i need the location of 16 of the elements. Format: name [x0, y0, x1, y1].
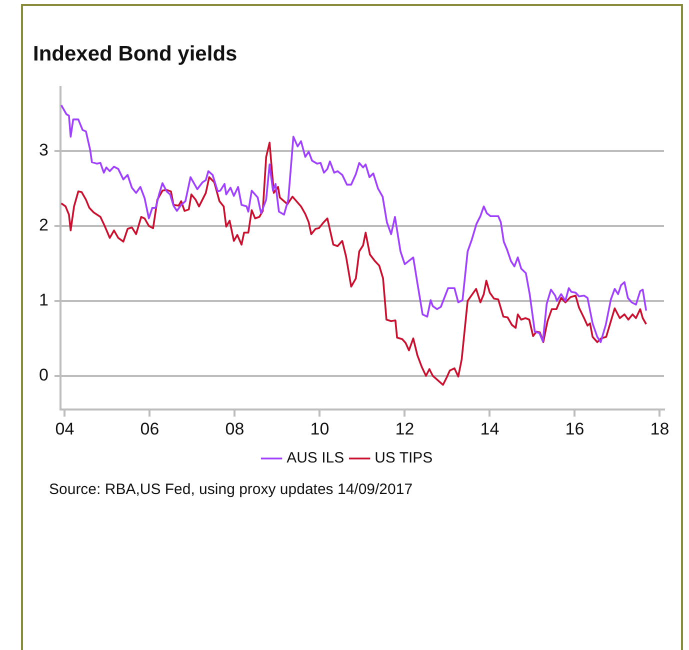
- x-tick-label: 10: [310, 419, 330, 438]
- y-tick-label: 3: [38, 140, 48, 160]
- chart-title: Indexed Bond yields: [33, 42, 238, 66]
- x-tick-label: 04: [55, 419, 74, 438]
- x-tick-label: 16: [565, 419, 584, 438]
- y-tick-label: 1: [38, 290, 48, 310]
- x-tick-label: 14: [480, 419, 500, 438]
- x-tick-label: 08: [225, 419, 244, 438]
- y-tick-label: 2: [38, 216, 48, 235]
- x-tick-label: 18: [650, 419, 670, 438]
- legend-label: US TIPS: [374, 450, 433, 467]
- y-tick-label: 0: [38, 366, 48, 385]
- source-note: Source: RBA,US Fed, using proxy updates 14/09/2017: [49, 481, 413, 498]
- legend-label: AUS ILS: [286, 450, 344, 467]
- x-tick-label: 06: [140, 419, 160, 438]
- x-tick-label: 12: [395, 419, 414, 438]
